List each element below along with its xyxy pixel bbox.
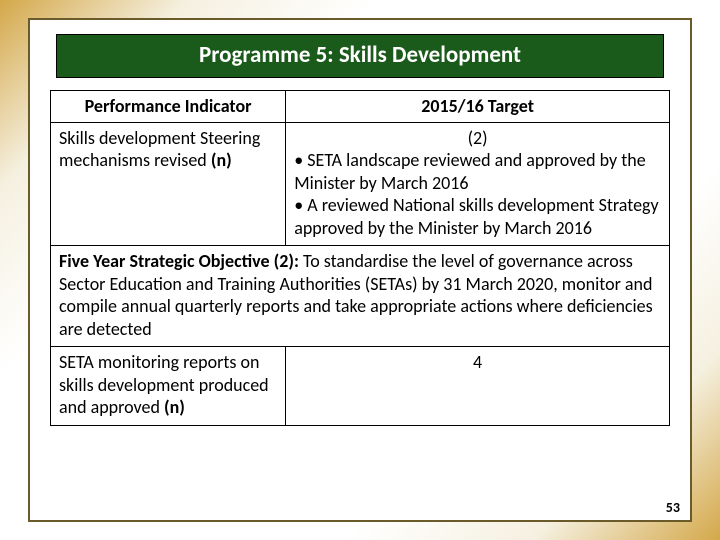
objective-label: Five Year Strategic Objective (2): (59, 250, 303, 272)
row3-indicator: SETA monitoring reports on skills develo… (51, 347, 286, 426)
header-indicator: Performance Indicator (51, 91, 286, 123)
header-target: 2015/16 Target (286, 91, 670, 123)
row1-bullet1: • SETA landscape reviewed and approved b… (294, 149, 661, 194)
row1-bullet2: • A reviewed National skills development… (294, 194, 661, 239)
objective-cell: Five Year Strategic Objective (2): To st… (51, 246, 670, 347)
content-table: Performance Indicator 2015/16 Target Ski… (50, 90, 670, 426)
page-number: 53 (666, 499, 680, 516)
slide-inner: Programme 5: Skills Development Performa… (28, 18, 692, 522)
row1-indicator: Skills development Steering mechanisms r… (51, 122, 286, 246)
row3-target: 4 (286, 347, 670, 426)
slide-title: Programme 5: Skills Development (56, 34, 664, 78)
row1-target: (2) • SETA landscape reviewed and approv… (286, 122, 670, 246)
row3-indicator-bold: (n) (164, 396, 185, 418)
row1-target-count: (2) (294, 127, 661, 150)
table-row: Five Year Strategic Objective (2): To st… (51, 246, 670, 347)
table-header-row: Performance Indicator 2015/16 Target (51, 91, 670, 123)
table-row: Skills development Steering mechanisms r… (51, 122, 670, 246)
table-row: SETA monitoring reports on skills develo… (51, 347, 670, 426)
row1-indicator-bold: (n) (211, 149, 232, 171)
slide-frame: Programme 5: Skills Development Performa… (0, 0, 720, 540)
